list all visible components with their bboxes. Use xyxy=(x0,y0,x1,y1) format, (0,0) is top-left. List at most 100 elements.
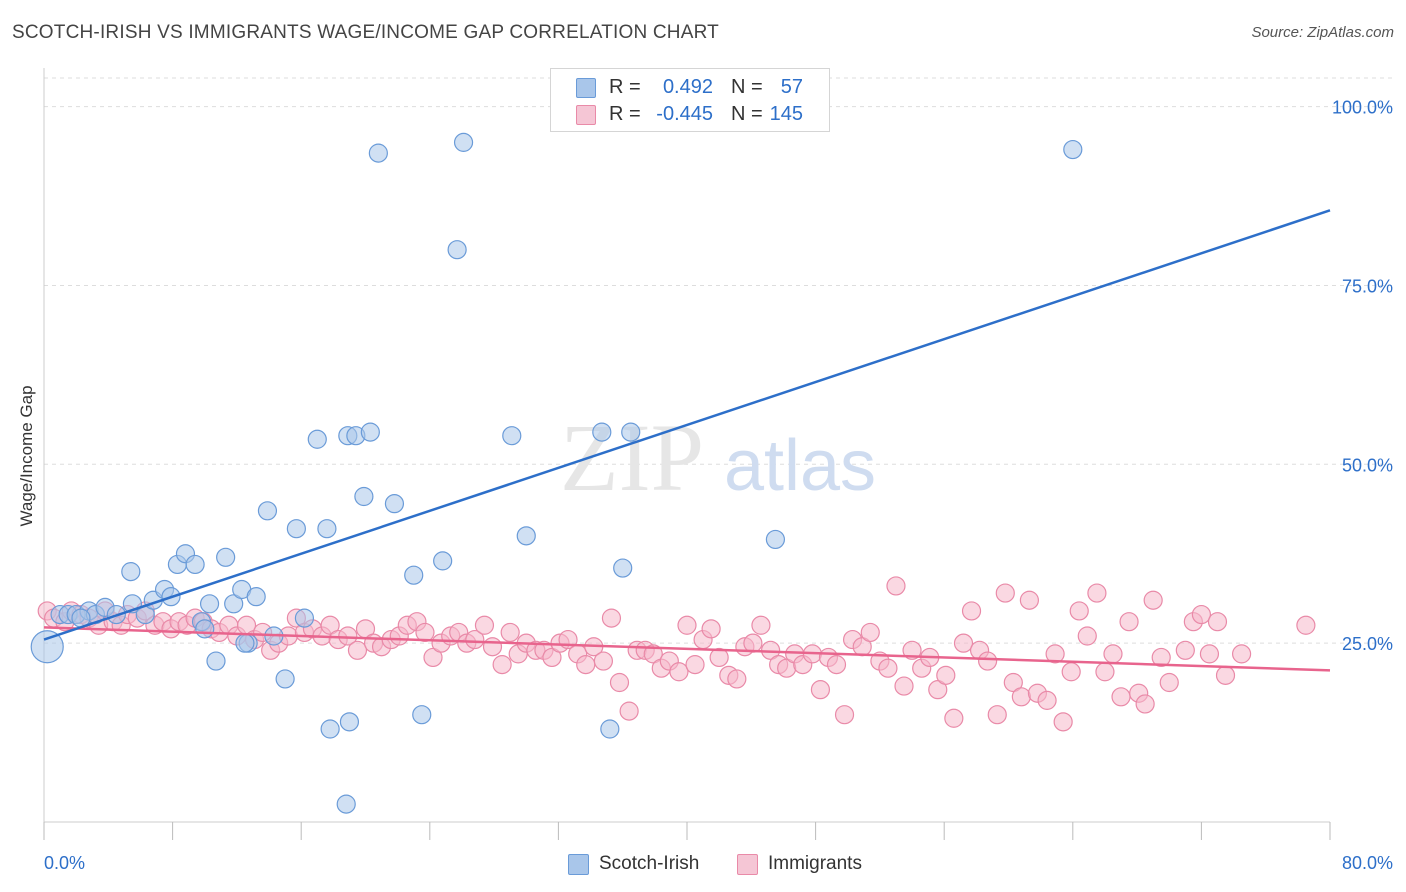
y-tick-label: 75.0% xyxy=(1342,276,1393,296)
immigrants-point xyxy=(1119,612,1139,632)
immigrants-point xyxy=(928,680,948,700)
scotch-irish-point xyxy=(257,501,278,521)
immigrants-point xyxy=(987,705,1007,725)
scotch-irish-point xyxy=(453,132,474,152)
scotch-irish-point xyxy=(224,594,244,614)
legend-row-immigrants: R = -0.445 N = 145 xyxy=(551,101,829,127)
scotch-irish-point xyxy=(286,519,306,539)
scotch-irish-point xyxy=(216,547,236,567)
immigrants-point xyxy=(1231,644,1252,664)
immigrants-point xyxy=(347,640,368,660)
immigrants-point xyxy=(609,672,630,693)
scotch-irish-points xyxy=(30,132,1083,814)
scotch-irish-point xyxy=(447,240,467,260)
immigrants-point xyxy=(978,651,998,671)
scotch-irish-point xyxy=(502,426,522,446)
immigrants-point xyxy=(593,651,614,671)
immigrants-point xyxy=(482,637,503,657)
immigrants-point xyxy=(1061,662,1081,682)
x-tick-label: 0.0% xyxy=(44,853,85,873)
immigrants-point xyxy=(902,640,922,660)
scotch-irish-point xyxy=(516,526,536,546)
scotch-irish-point xyxy=(1063,139,1083,160)
chart-title: SCOTCH-IRISH VS IMMIGRANTS WAGE/INCOME G… xyxy=(12,22,719,43)
scotch-irish-point xyxy=(360,422,380,442)
immigrants-point xyxy=(677,615,697,635)
immigrants-point xyxy=(1087,583,1107,603)
immigrants-point xyxy=(1111,687,1131,707)
immigrants-point xyxy=(860,622,880,643)
immigrants-point xyxy=(810,680,831,700)
scotch-irish-point xyxy=(412,705,432,725)
x-tick-label: 80.0% xyxy=(1342,853,1393,873)
immigrants-point xyxy=(423,647,443,668)
immigrants-point xyxy=(1003,672,1023,693)
immigrants-point xyxy=(936,665,956,685)
y-axis-title: Wage/Income Gap xyxy=(17,385,36,526)
scotch-irish-point xyxy=(121,562,141,582)
scotch-irish-trend-line xyxy=(43,209,1331,641)
immigrants-point xyxy=(886,576,906,596)
immigrants-point xyxy=(1069,601,1089,621)
legend-label-immigrants: Immigrants xyxy=(768,853,862,874)
axis-labels: 25.0% 50.0% 75.0% 100.0% 0.0% 80.0% Wage/Incom… xyxy=(17,98,1393,873)
legend-r-value: 0.492 xyxy=(662,76,713,98)
immigrants-point xyxy=(1019,590,1039,610)
legend-swatch-pink xyxy=(576,105,596,125)
immigrants-point xyxy=(669,662,689,682)
legend-n-value: 57 xyxy=(780,76,803,98)
immigrants-point xyxy=(492,655,512,675)
scotch-irish-point xyxy=(199,594,220,614)
immigrants-point xyxy=(727,669,747,689)
immigrants-point xyxy=(1207,612,1228,632)
immigrants-point xyxy=(338,626,358,646)
y-tick-label: 50.0% xyxy=(1342,455,1393,475)
scotch-irish-point xyxy=(235,633,255,653)
scotch-irish-point xyxy=(339,712,360,732)
immigrants-point xyxy=(619,701,639,721)
watermark: ZIP atlas xyxy=(560,404,876,511)
scotch-irish-point xyxy=(320,719,340,739)
scotch-irish-point xyxy=(404,565,424,585)
immigrants-point xyxy=(1095,662,1115,682)
immigrants-point xyxy=(1077,626,1097,646)
legend-swatch-pink xyxy=(737,854,758,875)
legend-label-scotch-irish: Scotch-Irish xyxy=(599,853,700,874)
immigrants-point xyxy=(1037,690,1057,710)
immigrants-point xyxy=(1053,712,1073,732)
immigrants-point xyxy=(834,705,855,725)
immigrants-point xyxy=(1135,694,1155,714)
scotch-irish-point xyxy=(317,519,337,539)
scotch-irish-point xyxy=(354,486,374,507)
immigrants-point xyxy=(743,633,763,653)
scotch-irish-point xyxy=(336,794,356,814)
immigrants-point xyxy=(953,633,974,653)
source-label: Source: ZipAtlas.com xyxy=(1251,24,1394,41)
scotch-irish-point xyxy=(275,669,295,689)
grid-lines xyxy=(44,77,1395,644)
legend-r-value: -0.445 xyxy=(656,103,713,125)
scotch-irish-point xyxy=(433,551,453,571)
immigrants-point xyxy=(1215,665,1236,685)
immigrants-trend-line xyxy=(43,626,1331,672)
scotch-irish-point xyxy=(613,558,633,578)
immigrants-point xyxy=(1151,647,1171,668)
immigrants-point xyxy=(1175,640,1195,660)
immigrants-point xyxy=(1159,672,1179,693)
legend-n-label: N = xyxy=(731,103,763,125)
correlation-legend: R = 0.492 N = 57 R = -0.445 N = 145 xyxy=(550,68,830,132)
immigrants-point xyxy=(826,655,847,675)
scotch-irish-point xyxy=(307,429,327,449)
immigrants-point xyxy=(751,615,771,635)
scotch-irish-point xyxy=(195,619,215,639)
scotch-irish-point xyxy=(384,494,405,514)
scotch-irish-point xyxy=(600,719,620,739)
immigrants-point xyxy=(1143,590,1163,610)
immigrants-point xyxy=(601,608,622,628)
legend-r-label: R = xyxy=(609,103,641,125)
immigrants-point xyxy=(1103,644,1123,664)
immigrants-point xyxy=(320,615,340,635)
watermark-atlas: atlas xyxy=(724,426,876,506)
immigrants-point xyxy=(1045,644,1065,664)
trend-lines xyxy=(43,209,1331,672)
